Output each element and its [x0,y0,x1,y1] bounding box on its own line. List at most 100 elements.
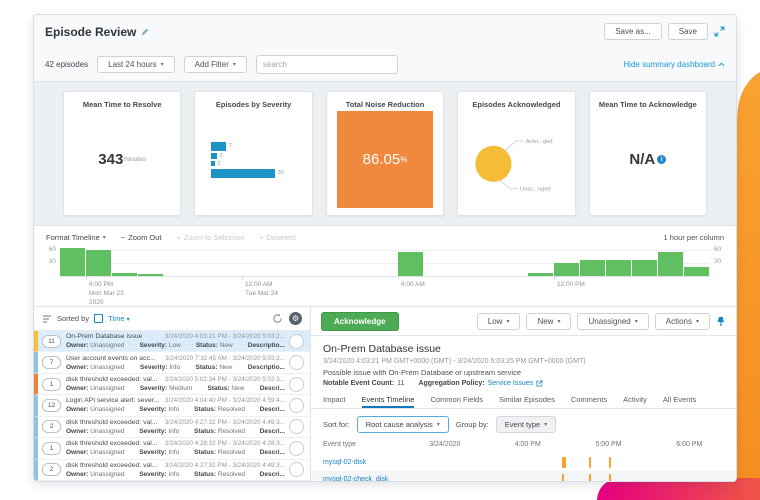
assign-owner-circle[interactable] [289,333,304,349]
timeline-scale-note: 1 hour per column [663,233,724,242]
edit-title-icon[interactable] [141,28,149,36]
tab-similar-episodes[interactable]: Similar Episodes [498,395,555,404]
aggregation-policy-link[interactable]: Service Issues [487,380,534,387]
timeline-bar[interactable] [112,273,137,276]
timeline-bar[interactable] [658,252,683,276]
expand-icon[interactable] [714,26,725,37]
episode-row[interactable]: 2 disk threshold exceeded: val... 3/24/202… [34,459,310,481]
chevron-down-icon: ▾ [506,318,510,325]
event-type-link[interactable]: mysql-02-check_disk [323,476,389,481]
episode-row-line1: On-Prem Database issue 3/24/2020 4:03:21 … [66,333,285,340]
aggregation-policy-label: Aggregation Policy: [418,380,485,387]
event-tick[interactable] [608,457,611,468]
episode-detail-panel: Acknowledge Low ▾ New ▾ Unassigned ▾ Actions ▾ … [311,307,736,481]
severity-bar-row: 3 [210,152,297,159]
timeline-bar[interactable] [580,260,605,276]
pin-icon[interactable] [716,316,726,327]
tab-impact[interactable]: Impact [323,395,346,404]
noise-unit: % [400,155,408,164]
save-button[interactable]: Save [667,23,708,40]
episode-row[interactable]: 11 On-Prem Database issue 3/24/2020 4:03:2… [34,331,310,353]
actions-dropdown[interactable]: Actions ▾ [654,312,710,330]
y-axis-tick: 30 [48,258,56,265]
event-column-header: 6:00 PM [676,441,703,448]
episode-row-title: Login API service alert: sever... [66,397,160,405]
sort-for-dropdown[interactable]: Root cause analysis ▾ [356,416,449,433]
episode-row[interactable]: 12 Login API service alert: sever... 3/24/… [34,395,310,417]
event-column-header: 3/24/2020 [429,441,461,448]
sort-icon[interactable] [42,314,52,323]
timeline-slot [424,248,450,276]
assign-owner-circle[interactable] [289,419,304,435]
timeline-bar[interactable] [86,250,111,276]
episode-row-line1: Login API service alert: sever... 3/24/20… [66,397,285,404]
assign-owner-circle[interactable] [289,440,304,456]
info-icon[interactable]: i [657,155,667,164]
episode-row[interactable]: 1 disk threshold exceeded: val... 3/24/202… [34,438,310,460]
assign-owner-circle[interactable] [289,397,304,413]
chevron-down-icon: ▾ [160,62,164,68]
episode-timeline-section: Format Timeline ▾ − Zoom Out + Zoom to S… [34,226,736,307]
timeline-bar[interactable] [138,274,163,276]
timeline-bar[interactable] [606,260,631,276]
card-title: Episodes Acknowledged [472,100,561,109]
tab-common-fields[interactable]: Common Fields [430,395,483,404]
timeline-slot [112,248,138,276]
episode-row[interactable]: 1 disk threshold exceeded: val... 3/24/202… [34,373,310,396]
search-input[interactable] [255,55,398,74]
zoom-out-button[interactable]: − Zoom Out [120,233,162,242]
timeline-bar[interactable] [632,260,657,276]
event-tick[interactable] [561,474,564,481]
event-tick[interactable] [589,457,592,468]
acknowledge-button[interactable]: Acknowledge [321,311,399,331]
chevron-down-icon: ▾ [126,317,130,323]
episode-row-line2: Owner: Unassigned Severity: Info Status: R… [66,449,285,456]
save-as-button[interactable]: Save as... [604,23,662,40]
event-tick[interactable] [589,474,592,481]
severity-dropdown[interactable]: Low ▾ [476,312,521,330]
refresh-icon[interactable] [272,313,283,324]
assign-owner-circle[interactable] [289,355,304,371]
assign-owner-circle[interactable] [289,376,304,392]
time-range-dropdown[interactable]: Last 24 hours ▾ [97,56,175,73]
severity-bar [210,168,275,178]
checkbox-icon[interactable] [94,314,104,323]
severity-bar-row: 2 [210,161,297,167]
event-tick[interactable] [561,457,566,468]
tab-all-events[interactable]: All Events [662,395,697,404]
add-filter-dropdown[interactable]: Add Filter ▾ [183,56,247,73]
assign-owner-circle[interactable] [289,462,304,478]
gear-icon[interactable]: ⚙ [289,312,302,325]
timeline-slot [138,248,164,276]
episode-field: Owner: Unassigned [66,427,125,435]
tab-activity[interactable]: Activity [623,395,647,404]
episode-row[interactable]: 2 disk threshold exceeded: val... 3/24/202… [34,416,310,439]
timeline-bar[interactable] [398,252,423,276]
tab-comments[interactable]: Comments [570,395,608,404]
format-timeline-dropdown[interactable]: Format Timeline ▾ [46,233,106,242]
timeline-bar[interactable] [528,273,553,276]
episode-row-line1: disk threshold exceeded: val... 3/24/2020… [66,440,285,447]
episode-row-time-range: 3/24/2020 4:27:32 PM - 3/24/2020 4:49:3.… [164,418,285,426]
group-by-dropdown[interactable]: Event type ▾ [495,416,557,433]
sort-field-dropdown[interactable]: Time ▾ [108,314,130,323]
timeline-bar[interactable] [684,267,709,276]
timeline-bar[interactable] [554,263,579,276]
episode-count-badge: 11 [42,334,61,348]
owner-dropdown[interactable]: Unassigned ▾ [577,312,649,330]
timeline-bar[interactable] [60,248,85,276]
tab-events-timeline[interactable]: Events Timeline [361,395,415,408]
timeline-slot [86,248,112,276]
card-title: Episodes by Severity [215,100,292,109]
event-tick[interactable] [608,474,611,481]
episode-description-label: Descriptio... [247,363,285,371]
episode-row[interactable]: 7 User account events on acc... 3/24/2020 … [34,352,310,374]
hide-summary-link[interactable]: Hide summary dashboard [623,60,725,69]
episode-row-line2: Owner: Unassigned Severity: Info Status: R… [66,406,285,413]
event-type-link[interactable]: mysql-02-disk [323,459,367,466]
episode-list-header: Sorted by Time ▾ ⚙ [34,307,310,331]
status-dropdown[interactable]: New ▾ [526,312,572,330]
timeline-slot [242,248,268,276]
episode-row-title: disk threshold exceeded: val... [66,376,158,384]
